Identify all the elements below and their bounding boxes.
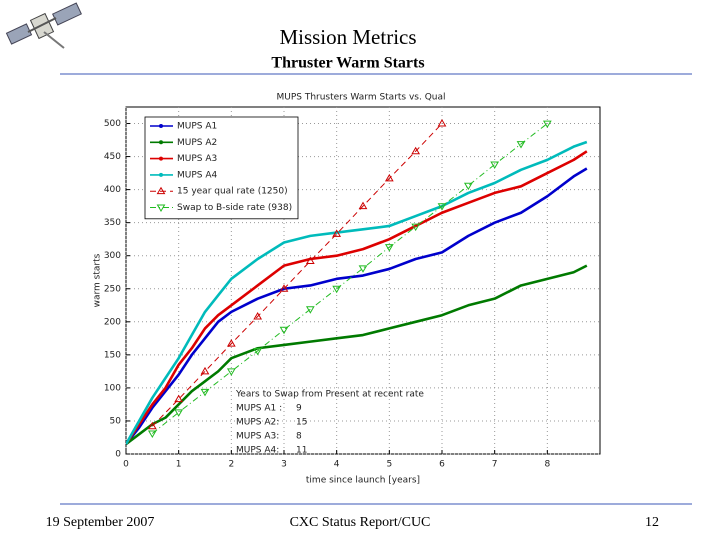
x-axis-label: time since launch [years] bbox=[306, 476, 420, 486]
annotation-label: MUPS A4: bbox=[236, 446, 279, 456]
y-axis-label: warm starts bbox=[93, 253, 103, 307]
y-tick-label: 250 bbox=[104, 284, 121, 294]
annotation-title: Years to Swap from Present at recent rat… bbox=[235, 390, 424, 400]
legend-label: MUPS A4 bbox=[177, 170, 218, 180]
series-marker bbox=[279, 284, 289, 292]
legend-marker bbox=[159, 140, 163, 145]
x-tick-label: 5 bbox=[386, 460, 392, 470]
y-tick-label: 200 bbox=[104, 317, 121, 327]
series-marker bbox=[437, 203, 447, 211]
legend-label: Swap to B-side rate (938) bbox=[177, 203, 292, 213]
annotation-value: 8 bbox=[296, 432, 302, 442]
satellite-icon bbox=[5, 2, 82, 49]
y-tick-label: 350 bbox=[104, 218, 121, 228]
series-marker bbox=[384, 244, 394, 252]
series-marker bbox=[147, 421, 157, 430]
annotation-value: 9 bbox=[296, 404, 302, 414]
series-marker bbox=[490, 161, 500, 169]
legend-label: 15 year qual rate (1250) bbox=[177, 187, 288, 197]
slide-title: Mission Metrics bbox=[279, 25, 416, 49]
legend-label: MUPS A1 bbox=[177, 122, 217, 132]
series-line bbox=[126, 150, 588, 445]
plot-series bbox=[126, 119, 588, 446]
series-marker bbox=[174, 409, 184, 417]
legend-marker bbox=[159, 172, 163, 177]
x-tick-label: 3 bbox=[281, 460, 287, 470]
legend-label: MUPS A2 bbox=[177, 138, 217, 148]
series-marker bbox=[305, 256, 315, 264]
series-marker bbox=[174, 394, 184, 403]
x-tick-label: 2 bbox=[228, 460, 234, 470]
x-tick-label: 7 bbox=[492, 460, 498, 470]
series-marker bbox=[384, 173, 394, 182]
series-marker bbox=[147, 430, 157, 438]
legend-marker bbox=[159, 124, 163, 128]
series-marker bbox=[332, 229, 342, 237]
legend-box bbox=[144, 116, 299, 220]
annotation-value: 11 bbox=[296, 446, 307, 456]
x-tick-label: 4 bbox=[334, 460, 340, 470]
series-marker bbox=[358, 201, 368, 210]
series-marker bbox=[226, 368, 236, 376]
x-tick-label: 6 bbox=[439, 460, 445, 470]
y-tick-label: 50 bbox=[110, 416, 122, 426]
footer-center: CXC Status Report/CUC bbox=[290, 515, 431, 530]
x-tick-label: 0 bbox=[123, 460, 129, 470]
legend-marker bbox=[156, 186, 166, 195]
series-marker bbox=[463, 182, 473, 191]
chart-title: MUPS Thrusters Warm Starts vs. Qual bbox=[276, 93, 445, 103]
series-marker bbox=[253, 312, 263, 320]
y-tick-label: 100 bbox=[104, 383, 121, 393]
series-marker bbox=[437, 119, 447, 127]
series-line bbox=[152, 123, 548, 434]
y-tick-label: 400 bbox=[104, 185, 121, 195]
y-tick-label: 150 bbox=[104, 350, 121, 360]
series-marker bbox=[226, 339, 236, 347]
series-marker bbox=[411, 146, 421, 155]
annotation-label: MUPS A3: bbox=[236, 432, 279, 442]
series-marker bbox=[332, 285, 342, 294]
y-tick-label: 300 bbox=[104, 251, 121, 261]
legend-marker bbox=[159, 156, 163, 161]
y-tick-label: 500 bbox=[104, 119, 121, 129]
series-line bbox=[126, 264, 588, 446]
series-marker bbox=[411, 223, 421, 232]
series-marker bbox=[516, 141, 526, 149]
chart: 0 50 100 150 200 250 300 350 400 450 500 0 1 2 3 4 5 6 7 8 M… bbox=[93, 93, 601, 486]
annotation-value: 15 bbox=[296, 418, 307, 428]
series-marker bbox=[305, 306, 315, 314]
legend-label: MUPS A3 bbox=[177, 154, 217, 164]
legend-marker bbox=[156, 204, 166, 212]
y-tick-label: 0 bbox=[115, 450, 121, 460]
footer-date: 19 September 2007 bbox=[46, 515, 155, 530]
annotation-label: MUPS A2: bbox=[236, 418, 279, 428]
x-tick-label: 1 bbox=[176, 460, 182, 470]
series-line bbox=[126, 140, 588, 445]
series-marker bbox=[200, 366, 210, 375]
x-tick-label: 8 bbox=[544, 460, 550, 470]
series-marker bbox=[253, 347, 263, 356]
slide-subtitle: Thruster Warm Starts bbox=[271, 55, 424, 72]
series-line bbox=[126, 167, 588, 445]
series-marker bbox=[358, 265, 368, 273]
series-marker bbox=[200, 388, 210, 397]
y-tick-label: 450 bbox=[104, 152, 121, 162]
annotation-label: MUPS A1 : bbox=[236, 404, 282, 414]
page-number: 12 bbox=[645, 515, 659, 530]
series-marker bbox=[279, 326, 289, 335]
series-marker bbox=[542, 120, 552, 129]
